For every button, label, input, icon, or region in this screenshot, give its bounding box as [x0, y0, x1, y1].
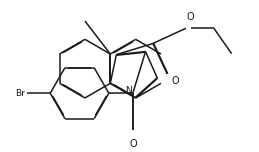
Text: O: O [187, 12, 195, 22]
Text: N: N [125, 86, 132, 95]
Text: O: O [129, 139, 137, 149]
Text: Br: Br [15, 89, 25, 98]
Text: O: O [171, 76, 179, 86]
